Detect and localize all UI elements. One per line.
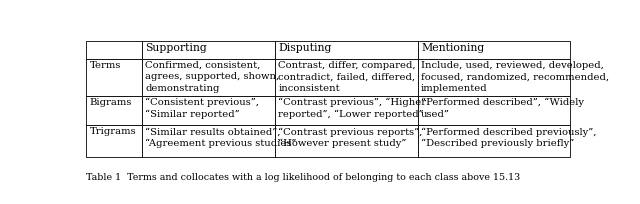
- Bar: [141, 59, 275, 96]
- Bar: [86, 96, 141, 125]
- Bar: [417, 41, 570, 59]
- Bar: [86, 41, 141, 59]
- Bar: [275, 96, 417, 125]
- Bar: [86, 59, 141, 96]
- Bar: [417, 96, 570, 125]
- Text: Disputing: Disputing: [278, 43, 332, 53]
- Text: Trigrams: Trigrams: [90, 127, 136, 136]
- Text: “Performed described previously”,
“Described previously briefly”: “Performed described previously”, “Descr…: [421, 127, 596, 149]
- Bar: [417, 125, 570, 157]
- Bar: [417, 59, 570, 96]
- Text: “Contrast previous reports”,
“However present study”: “Contrast previous reports”, “However pr…: [278, 127, 422, 149]
- Bar: [275, 125, 417, 157]
- Text: “Performed described”, “Widely
used”: “Performed described”, “Widely used”: [421, 98, 584, 119]
- Text: Bigrams: Bigrams: [90, 98, 132, 107]
- Text: Mentioning: Mentioning: [421, 43, 484, 53]
- Text: Supporting: Supporting: [145, 43, 207, 53]
- Text: “Consistent previous”,
“Similar reported”: “Consistent previous”, “Similar reported…: [145, 98, 259, 119]
- Bar: [275, 59, 417, 96]
- Text: “Contrast previous”, “Higher
reported”, “Lower reported”: “Contrast previous”, “Higher reported”, …: [278, 98, 426, 119]
- Bar: [141, 96, 275, 125]
- Text: Terms: Terms: [90, 61, 121, 70]
- Text: Confirmed, consistent,
agrees, supported, shown,
demonstrating: Confirmed, consistent, agrees, supported…: [145, 61, 279, 93]
- Text: Table 1  Terms and collocates with a log likelihood of belonging to each class a: Table 1 Terms and collocates with a log …: [86, 173, 520, 182]
- Bar: [141, 41, 275, 59]
- Text: “Similar results obtained”,
“Agreement previous studies”: “Similar results obtained”, “Agreement p…: [145, 127, 296, 148]
- Text: Contrast, differ, compared,
contradict, failed, differed,
inconsistent: Contrast, differ, compared, contradict, …: [278, 61, 416, 93]
- Bar: [141, 125, 275, 157]
- Bar: [86, 125, 141, 157]
- Bar: [275, 41, 417, 59]
- Text: Include, used, reviewed, developed,
focused, randomized, recommended,
implemente: Include, used, reviewed, developed, focu…: [421, 61, 609, 93]
